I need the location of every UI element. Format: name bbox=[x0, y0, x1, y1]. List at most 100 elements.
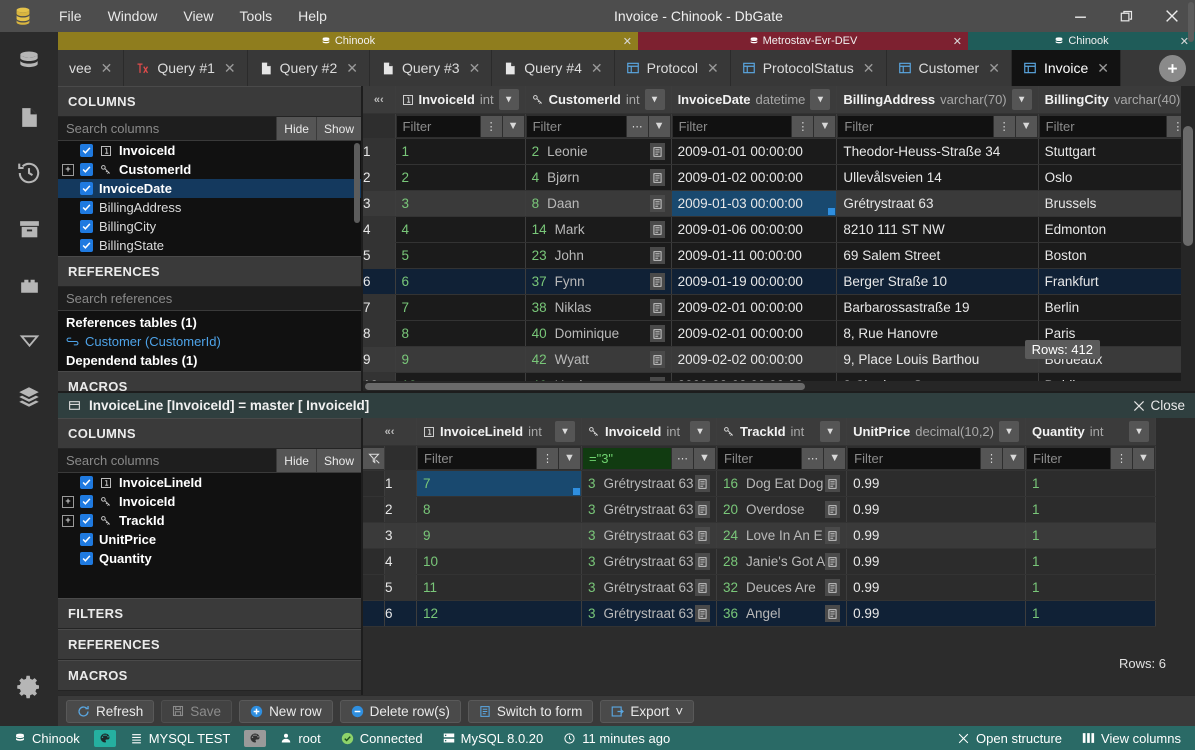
chevron-down-icon[interactable]: ▾ bbox=[1011, 89, 1032, 110]
tab-query-1[interactable]: Query #1 ✕ bbox=[124, 50, 248, 86]
filter-input-unitprice[interactable]: Filter bbox=[848, 447, 980, 469]
column-header-invoicedate[interactable]: InvoiceDate datetime ▾ bbox=[671, 86, 838, 114]
expand-value-icon[interactable] bbox=[649, 247, 665, 264]
checkbox-checked-icon[interactable] bbox=[80, 533, 93, 546]
cell-invoicelineid[interactable]: 8 bbox=[416, 496, 582, 523]
table-row[interactable]: 2 8 3 Grétrystraat 63 20 Overdose 0.99 1 bbox=[363, 496, 1156, 523]
cell-customerid[interactable]: 23 John bbox=[525, 242, 672, 269]
detail-filters-section-title[interactable]: FILTERS bbox=[58, 598, 361, 629]
filter-input-invoiceid[interactable]: Filter bbox=[396, 115, 480, 137]
close-detail-button[interactable]: Close bbox=[1133, 398, 1185, 413]
close-icon[interactable]: ✕ bbox=[1179, 35, 1189, 48]
expand-value-icon[interactable] bbox=[649, 377, 665, 381]
collapse-left-icon[interactable]: «‹ bbox=[373, 93, 384, 106]
checkbox-checked-icon[interactable] bbox=[80, 220, 93, 233]
chevron-down-icon[interactable]: ▾ bbox=[999, 421, 1019, 442]
table-row[interactable]: 6 6 37 Fynn 2009-01-19 00:00:00 Berger Straße… bbox=[363, 268, 1195, 295]
filter-funnel-icon[interactable]: ▼ bbox=[814, 115, 836, 137]
chevron-down-icon[interactable]: ▾ bbox=[1129, 421, 1149, 442]
filter-input-billingaddress[interactable]: Filter bbox=[838, 115, 993, 137]
chevron-down-icon[interactable]: ▾ bbox=[555, 421, 575, 442]
collapse-left-icon[interactable]: «‹ bbox=[384, 425, 395, 438]
cell-invoicelineid[interactable]: 10 bbox=[416, 548, 582, 575]
export-button[interactable]: Export ˅ bbox=[600, 699, 695, 723]
close-icon[interactable]: ✕ bbox=[988, 59, 1000, 76]
cell-quantity[interactable]: 1 bbox=[1025, 470, 1156, 497]
filter-menu-icon[interactable]: ⋯ bbox=[802, 447, 824, 469]
cell-billingcity[interactable]: Brussels bbox=[1038, 190, 1195, 217]
cell-billingaddress[interactable]: Ullevålsveien 14 bbox=[836, 164, 1039, 191]
status-connected[interactable]: Connected bbox=[335, 731, 429, 746]
table-row[interactable]: 6 12 3 Grétrystraat 63 36 Angel 0.99 1 bbox=[363, 600, 1156, 627]
column-header-billingcity[interactable]: BillingCity varchar(40) ▾ bbox=[1038, 86, 1195, 114]
menu-tools[interactable]: Tools bbox=[239, 8, 273, 24]
filter-funnel-icon[interactable]: ▼ bbox=[502, 115, 524, 137]
cell-billingaddress[interactable]: Berger Straße 10 bbox=[836, 268, 1039, 295]
show-columns-button[interactable]: Show bbox=[315, 117, 361, 140]
menu-file[interactable]: File bbox=[59, 8, 82, 24]
cell-detail-invoiceid[interactable]: 3 Grétrystraat 63 bbox=[581, 574, 717, 601]
checkbox-checked-icon[interactable] bbox=[80, 514, 93, 527]
archive-icon[interactable] bbox=[12, 212, 46, 246]
cell-billingcity[interactable]: Berlin bbox=[1038, 294, 1195, 321]
status-server[interactable]: MySQL 8.0.20 bbox=[437, 731, 550, 746]
tab-protocolstatus[interactable]: ProtocolStatus ✕ bbox=[730, 50, 887, 86]
table-row[interactable]: 2 2 4 Bjørn 2009-01-02 00:00:00 Ullevålsveien… bbox=[363, 164, 1195, 191]
cell-trackid[interactable]: 16 Dog Eat Dog bbox=[716, 470, 848, 497]
table-row[interactable]: 101046Hugh2009-02-03 00:00:003 Chatham S… bbox=[363, 372, 1195, 381]
menu-window[interactable]: Window bbox=[107, 8, 158, 24]
column-header-trackid[interactable]: TrackId int ▾ bbox=[716, 418, 848, 446]
cell-invoicelineid[interactable]: 11 bbox=[416, 574, 582, 601]
master-horizontal-scrollbar[interactable] bbox=[363, 381, 1195, 391]
column-item-invoicedate[interactable]: InvoiceDate bbox=[58, 179, 361, 198]
cell-invoiceid[interactable]: 1 bbox=[395, 138, 526, 165]
cell-invoicedate[interactable]: 2009-02-02 00:00:00 bbox=[671, 346, 838, 373]
view-columns-button[interactable]: View columns bbox=[1076, 731, 1187, 746]
checkbox-checked-icon[interactable] bbox=[80, 495, 93, 508]
cell-billingcity[interactable]: Frankfurt bbox=[1038, 268, 1195, 295]
expand-icon[interactable]: + bbox=[62, 163, 74, 176]
checkbox-checked-icon[interactable] bbox=[80, 163, 93, 176]
expand-value-icon[interactable] bbox=[649, 325, 665, 342]
status-user[interactable]: root bbox=[274, 731, 326, 746]
table-row[interactable]: 1 7 3 Grétrystraat 63 16 Dog Eat Dog 0.99 1 bbox=[363, 470, 1156, 497]
cell-unitprice[interactable]: 0.99 bbox=[846, 548, 1026, 575]
cell-billingcity[interactable]: Bordeaux bbox=[1038, 346, 1195, 373]
cell-trackid[interactable]: 28 Janie's Got A bbox=[716, 548, 848, 575]
cell-billingaddress[interactable]: 69 Salem Street bbox=[836, 242, 1039, 269]
maximize-icon[interactable] bbox=[1103, 0, 1149, 32]
expand-value-icon[interactable] bbox=[825, 553, 841, 570]
expand-value-icon[interactable] bbox=[825, 579, 841, 596]
cell-unitprice[interactable]: 0.99 bbox=[846, 600, 1026, 627]
funnel-icon[interactable] bbox=[12, 324, 46, 358]
cell-billingaddress[interactable]: Barbarossastraße 19 bbox=[836, 294, 1039, 321]
close-icon[interactable]: ✕ bbox=[622, 35, 632, 48]
cell-billingaddress[interactable]: 8, Rue Hanovre bbox=[836, 320, 1039, 347]
cell-unitprice[interactable]: 0.99 bbox=[846, 470, 1026, 497]
filter-funnel-icon[interactable]: ▼ bbox=[1003, 447, 1024, 469]
filter-menu-icon[interactable]: ⋯ bbox=[626, 115, 648, 137]
cell-invoiceid[interactable]: 6 bbox=[395, 268, 526, 295]
cell-billingcity[interactable]: Paris bbox=[1038, 320, 1195, 347]
column-item-invoiceid[interactable]: InvoiceId bbox=[58, 141, 361, 160]
grid-corner-cell[interactable]: «‹ bbox=[363, 86, 396, 114]
expand-value-icon[interactable] bbox=[825, 527, 841, 544]
close-icon[interactable]: ✕ bbox=[862, 59, 875, 76]
column-header-unitprice[interactable]: UnitPrice decimal(10,2) ▾ bbox=[846, 418, 1026, 446]
cell-billingcity[interactable]: Boston bbox=[1038, 242, 1195, 269]
cell-invoiceid[interactable]: 5 bbox=[395, 242, 526, 269]
table-row[interactable]: 7 7 38 Niklas 2009-02-01 00:00:00 Barbarossas… bbox=[363, 294, 1195, 321]
expand-icon[interactable]: + bbox=[62, 514, 74, 527]
cell-quantity[interactable]: 1 bbox=[1025, 522, 1156, 549]
cell-customerid[interactable]: 40 Dominique bbox=[525, 320, 672, 347]
table-row[interactable]: 4 4 14 Mark 2009-01-06 00:00:00 8210 111 ST N… bbox=[363, 216, 1195, 243]
detail-column-item-trackid[interactable]: + TrackId bbox=[58, 511, 361, 530]
cell-customerid[interactable]: 4 Bjørn bbox=[525, 164, 672, 191]
close-icon[interactable]: ✕ bbox=[952, 35, 962, 48]
database-color-chip[interactable] bbox=[93, 729, 116, 747]
tab-vee[interactable]: vee ✕ bbox=[58, 50, 125, 86]
column-header-invoicelineid[interactable]: InvoiceLineId int ▾ bbox=[416, 418, 582, 446]
new-tab-button[interactable] bbox=[1149, 50, 1195, 86]
filter-funnel-icon[interactable]: ▼ bbox=[1133, 447, 1154, 469]
db-tab-chinook-1[interactable]: Chinook ✕ bbox=[58, 32, 638, 50]
